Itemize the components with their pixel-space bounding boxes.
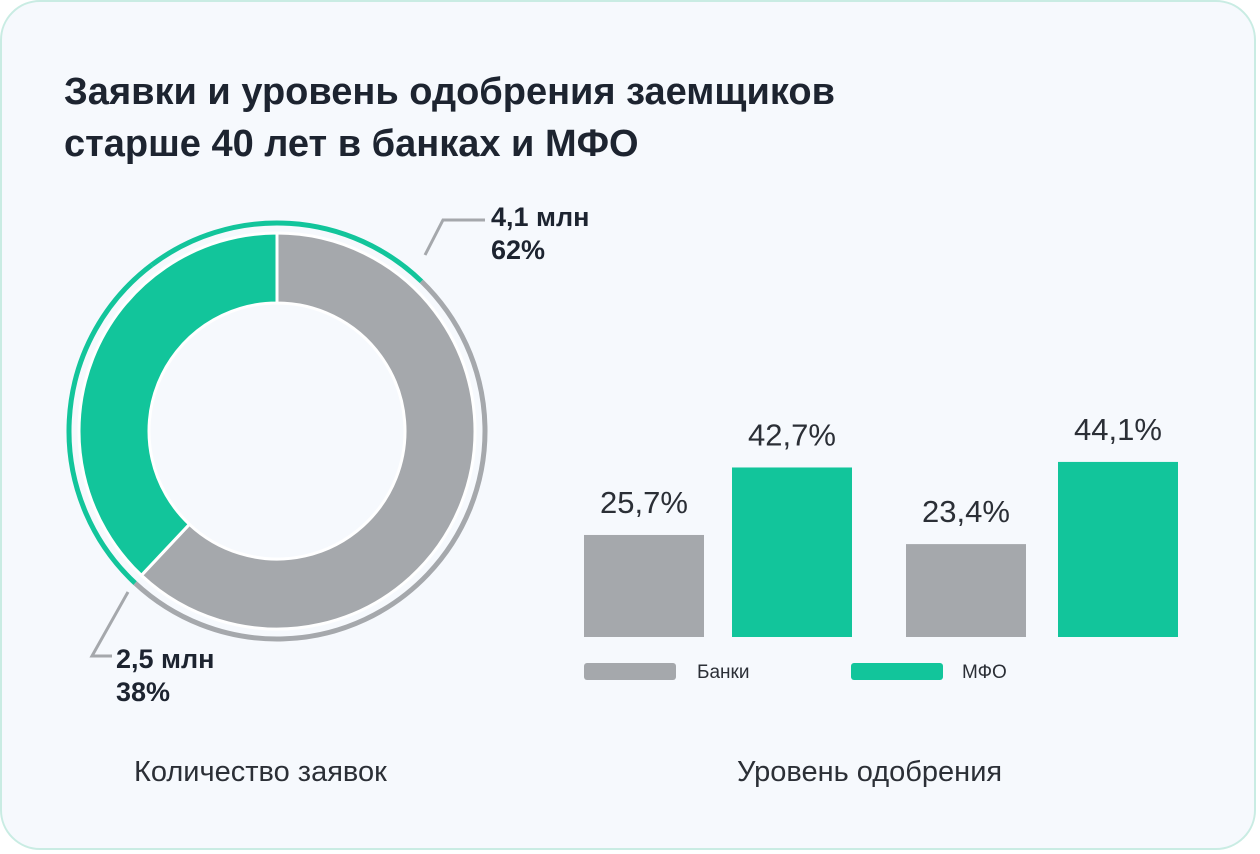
- outer-ring-grey-arc: [133, 279, 488, 642]
- bar-banks-1: [584, 534, 704, 637]
- outer-ring-green-arc-top: [150, 220, 424, 284]
- legend-swatch-banks: [584, 663, 676, 680]
- leader-line-slice-2: [89, 591, 130, 658]
- donut-value-label-1: 4,1 млн: [491, 202, 589, 232]
- donut-percent-label-2: 38%: [116, 677, 170, 707]
- title-line-1: Заявки и уровень одобрения заемщиков: [64, 71, 835, 113]
- bar-label-mfo-2: 44,1%: [1074, 412, 1162, 447]
- title-line-2: старше 40 лет в банках и МФО: [64, 123, 639, 165]
- legend-swatch-mfo: [851, 663, 943, 680]
- bar-label-mfo-1: 42,7%: [748, 417, 836, 452]
- donut-percent-label-1: 62%: [491, 235, 545, 265]
- outer-ring-green-arc: [66, 262, 154, 585]
- donut-slice-1: [139, 231, 477, 631]
- legend-label-banks: Банки: [697, 662, 749, 683]
- legend-label-mfo: МФО: [962, 662, 1007, 683]
- donut-caption: Количество заявок: [134, 756, 387, 788]
- bar-banks-2: [906, 544, 1026, 637]
- bar-label-banks-2: 23,4%: [922, 494, 1010, 529]
- bar-caption: Уровень одобрения: [737, 756, 1003, 788]
- chart-title: Заявки и уровень одобрения заемщиков ста…: [64, 66, 964, 170]
- bar-mfo-1: [732, 467, 852, 637]
- bar-label-banks-1: 25,7%: [600, 485, 688, 520]
- donut-value-label-2: 2,5 млн: [116, 644, 214, 674]
- donut-slice-2: [77, 231, 279, 578]
- leader-line-slice-1: [423, 218, 485, 256]
- bar-chart: 25,7% 23,4% 42,7% 44,1% Банки МФО: [584, 412, 1178, 683]
- bar-mfo-2: [1058, 461, 1178, 637]
